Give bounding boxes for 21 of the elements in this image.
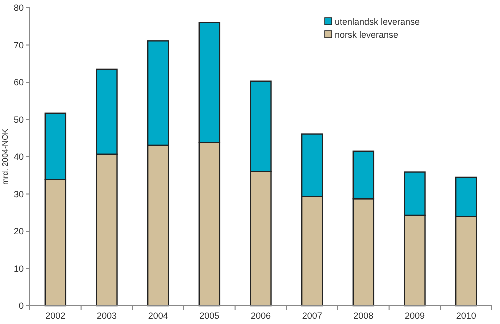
y-tick-label: 80	[14, 3, 24, 14]
legend-label: norsk leveranse	[335, 30, 399, 40]
y-tick-label: 50	[14, 114, 24, 125]
x-tick-label: 2010	[456, 311, 476, 321]
x-tick-label: 2003	[96, 311, 118, 321]
x-tick-label: 2005	[200, 311, 220, 321]
y-tick-label: 60	[14, 78, 24, 88]
x-tick-label: 2007	[302, 311, 322, 321]
y-tick-label: 10	[14, 264, 24, 274]
y-tick-label: 0	[18, 301, 24, 312]
legend-label: utenlandsk leveranse	[335, 17, 420, 27]
y-tick-label: 70	[14, 40, 24, 50]
y-tick-label: 30	[14, 189, 24, 200]
y-axis-title: mrd. 2004-NOK	[1, 128, 10, 186]
x-tick-label: 2002	[46, 311, 66, 321]
y-tick-label: 20	[14, 226, 24, 237]
x-tick-label: 2009	[404, 311, 426, 321]
x-tick-label: 2006	[250, 311, 272, 321]
x-tick-label: 2004	[148, 311, 168, 321]
x-tick-label: 2008	[354, 311, 374, 321]
y-tick-label: 40	[14, 152, 24, 162]
